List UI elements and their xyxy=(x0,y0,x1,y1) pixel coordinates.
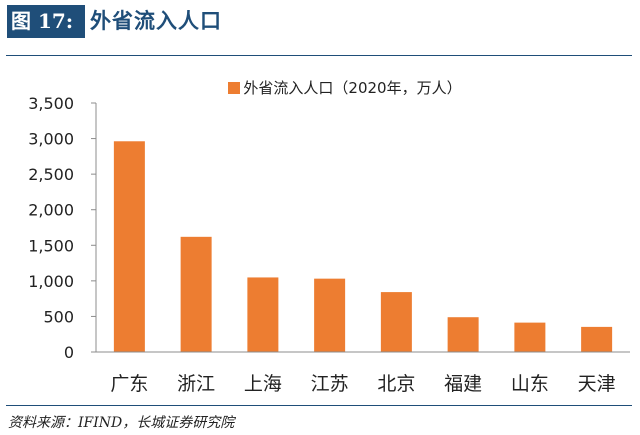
x-tick-label: 江苏 xyxy=(311,373,349,395)
x-tick-label: 浙江 xyxy=(177,373,215,395)
y-tick-label: 500 xyxy=(43,307,74,326)
y-tick-label: 3,500 xyxy=(28,94,74,113)
bar xyxy=(247,277,279,352)
y-tick-label: 1,500 xyxy=(28,236,74,255)
bar xyxy=(180,236,212,352)
source-divider xyxy=(6,405,632,406)
y-tick-label: 0 xyxy=(64,343,74,362)
bar xyxy=(514,322,546,352)
y-tick-label: 2,000 xyxy=(28,201,74,220)
x-tick-label: 福建 xyxy=(444,373,482,395)
source-note: 资料来源：IFIND，长城证券研究院 xyxy=(8,415,235,431)
bar xyxy=(581,326,613,352)
figure-header: 图 17: 外省流入人口 xyxy=(0,0,640,44)
x-tick-label: 北京 xyxy=(377,373,415,395)
y-tick-label: 3,000 xyxy=(28,130,74,149)
bar xyxy=(380,292,412,352)
y-tick-label: 1,000 xyxy=(28,272,74,291)
legend-label: 外省流入人口（2020年，万人） xyxy=(243,79,462,97)
x-tick-label: 天津 xyxy=(578,373,616,395)
bar xyxy=(447,317,479,352)
chart-legend: 外省流入人口（2020年，万人） xyxy=(0,77,640,99)
figure-title: 外省流入人口 xyxy=(90,9,222,33)
x-tick-label: 上海 xyxy=(244,373,282,395)
y-tick-label: 2,500 xyxy=(28,165,74,184)
bar xyxy=(113,141,145,352)
x-tick-label: 山东 xyxy=(511,373,549,395)
bar xyxy=(314,278,346,352)
figure-label: 图 17: xyxy=(7,5,85,38)
header-divider xyxy=(6,55,632,56)
legend-swatch xyxy=(228,81,241,94)
x-tick-label: 广东 xyxy=(110,373,148,395)
